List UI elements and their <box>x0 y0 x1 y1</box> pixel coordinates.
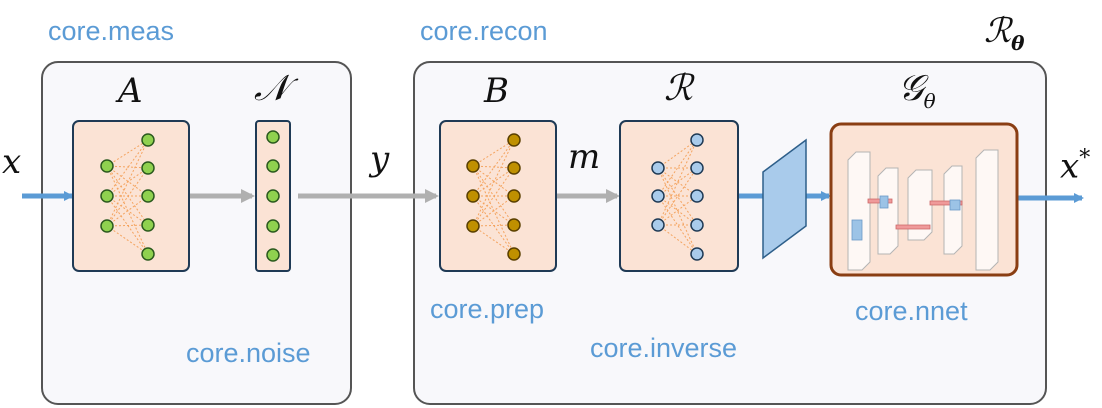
prep-module-label: core.prep <box>430 294 545 324</box>
recon-operator-letter: ℛ <box>984 11 1012 51</box>
nnet-module-label: core.nnet <box>855 296 968 326</box>
noise-operator-block <box>255 120 291 272</box>
recon-module-label: core.recon <box>420 16 548 46</box>
nnet-block <box>829 122 1019 277</box>
inverse-module-label: core.inverse <box>590 333 738 363</box>
measurement-symbol: y <box>370 139 390 179</box>
meas-operator-block <box>72 120 190 272</box>
noise-operator-symbol: 𝒩 <box>254 68 289 109</box>
output-symbol: x* <box>1060 146 1091 187</box>
inverse-operator-block <box>619 120 739 272</box>
inverse-operator-symbol: ℛ <box>664 68 693 109</box>
output-letter: x <box>1060 146 1080 187</box>
recon-operator-symbol: ℛθ <box>984 14 1024 53</box>
recon-operator-subscript: θ <box>1011 30 1025 55</box>
preprocessed-symbol: m <box>568 137 601 177</box>
noise-module-label: core.noise <box>186 338 311 368</box>
output-superscript: * <box>1079 146 1091 171</box>
prep-operator-symbol: B <box>484 71 509 111</box>
meas-operator-symbol: A <box>118 71 143 111</box>
nnet-operator-letter: 𝒢 <box>898 68 924 109</box>
meas-module-label: core.meas <box>48 16 175 46</box>
nnet-operator-symbol: 𝒢θ <box>898 68 936 114</box>
image-plane-icon <box>762 138 807 260</box>
nnet-operator-subscript: θ <box>923 89 936 114</box>
input-symbol: x <box>2 142 22 182</box>
prep-operator-block <box>439 120 557 272</box>
